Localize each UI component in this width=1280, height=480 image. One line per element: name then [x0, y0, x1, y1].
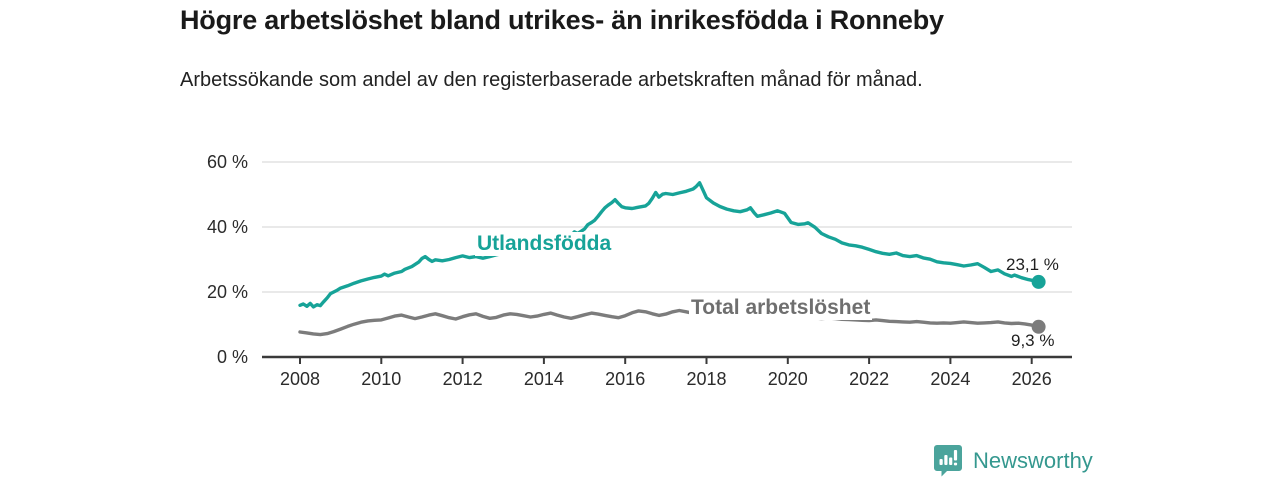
chart-subtitle: Arbetssökande som andel av den registerb… [180, 69, 923, 91]
x-axis-label: 2024 [930, 369, 971, 389]
x-axis-label: 2022 [849, 369, 890, 389]
series-line-1 [298, 308, 1041, 337]
x-axis-label: 2020 [767, 369, 808, 389]
y-axis-label: 20 % [206, 282, 248, 302]
newsworthy-brand-text: Newsworthy [973, 447, 1093, 473]
series-label-utlandsfodda: Utlandsfödda [475, 232, 614, 256]
x-axis-label: 2008 [279, 369, 321, 389]
end-value-label-utlandsfodda: 23,1 % [1006, 255, 1059, 274]
x-axis-label: 2010 [361, 369, 402, 389]
series-label-total-arbetsloshet: Total arbetslöshet [689, 296, 873, 320]
series-line-0 [298, 181, 1041, 309]
x-axis-label: 2014 [523, 369, 564, 389]
y-axis-label: 0 % [216, 347, 248, 367]
newsworthy-logo-icon [934, 445, 962, 477]
page-title: Högre arbetslöshet bland utrikes- än inr… [180, 5, 944, 35]
series-end-dot-1 [1031, 319, 1046, 334]
y-axis-label: 60 % [206, 152, 248, 172]
x-axis-label: 2012 [442, 369, 483, 389]
x-axis-label: 2018 [686, 369, 727, 389]
end-value-label-total: 9,3 % [1011, 331, 1055, 350]
x-axis-label: 2026 [1011, 369, 1052, 389]
newsworthy-logo: Newsworthy [933, 444, 1093, 477]
y-axis-label: 40 % [206, 217, 248, 237]
series-end-dot-0 [1031, 274, 1046, 289]
x-axis-label: 2016 [605, 369, 646, 389]
